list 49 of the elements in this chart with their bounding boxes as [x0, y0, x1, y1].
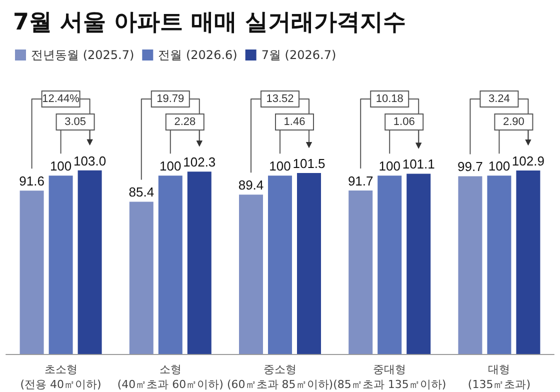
data-label: 99.7	[458, 159, 483, 174]
bar	[297, 172, 321, 354]
data-label: 100	[488, 158, 510, 174]
x-tick-label: 초소형 (전용 40㎡이하)	[20, 363, 102, 391]
text: 13.52	[266, 93, 294, 105]
bar	[48, 176, 73, 354]
x-tick-label: 소형 (40㎡초과 60㎡이하)	[117, 363, 224, 391]
data-label: 100	[160, 158, 182, 174]
bar	[78, 170, 102, 354]
bar	[268, 176, 292, 354]
legend-label: 전년동월 (2025.7)	[31, 48, 134, 62]
text: 3.24	[488, 93, 510, 105]
bar	[406, 174, 431, 354]
bar	[187, 172, 212, 354]
legend-label: 전월 (2026.6)	[158, 48, 238, 62]
text: 3.05	[64, 116, 86, 128]
bar	[158, 176, 182, 354]
bar	[348, 190, 373, 354]
data-label: 102.3	[183, 154, 216, 170]
bar	[516, 170, 540, 354]
data-label: 85.4	[128, 184, 154, 200]
bar	[378, 176, 402, 354]
x-tick-label: 중소형 (60㎡초과 85㎡이하)	[226, 363, 334, 391]
data-label: 100	[378, 158, 400, 174]
legend-label: 7월 (2026.7)	[261, 48, 336, 62]
text: 1.06	[393, 116, 415, 128]
bar	[239, 194, 263, 354]
data-label: 89.4	[238, 178, 264, 193]
data-label: 91.6	[19, 174, 44, 189]
bar	[458, 176, 482, 354]
text: 1.46	[284, 116, 306, 128]
x-tick-label: 대형 (135㎡초과)	[468, 363, 530, 391]
bar	[129, 202, 154, 354]
data-label: 100	[269, 158, 291, 174]
chart-title: 7월 서울 아파트 매매 실거래가격지수	[13, 10, 406, 36]
text: 2.28	[174, 116, 196, 128]
text: 10.18	[376, 93, 404, 105]
data-label: 100	[50, 158, 72, 174]
bar	[487, 176, 512, 354]
text: 12.44%	[42, 93, 80, 105]
data-label: 103.0	[74, 153, 106, 168]
data-label: 101.5	[292, 156, 326, 171]
bar	[20, 190, 44, 354]
text: 19.79	[156, 93, 184, 105]
text: 2.90	[502, 116, 524, 128]
x-tick-label: 중대형 (85㎡초과 135㎡이하)	[333, 363, 446, 391]
data-label: 91.7	[348, 173, 374, 188]
data-label: 101.1	[402, 156, 435, 172]
data-label: 102.9	[512, 153, 544, 168]
